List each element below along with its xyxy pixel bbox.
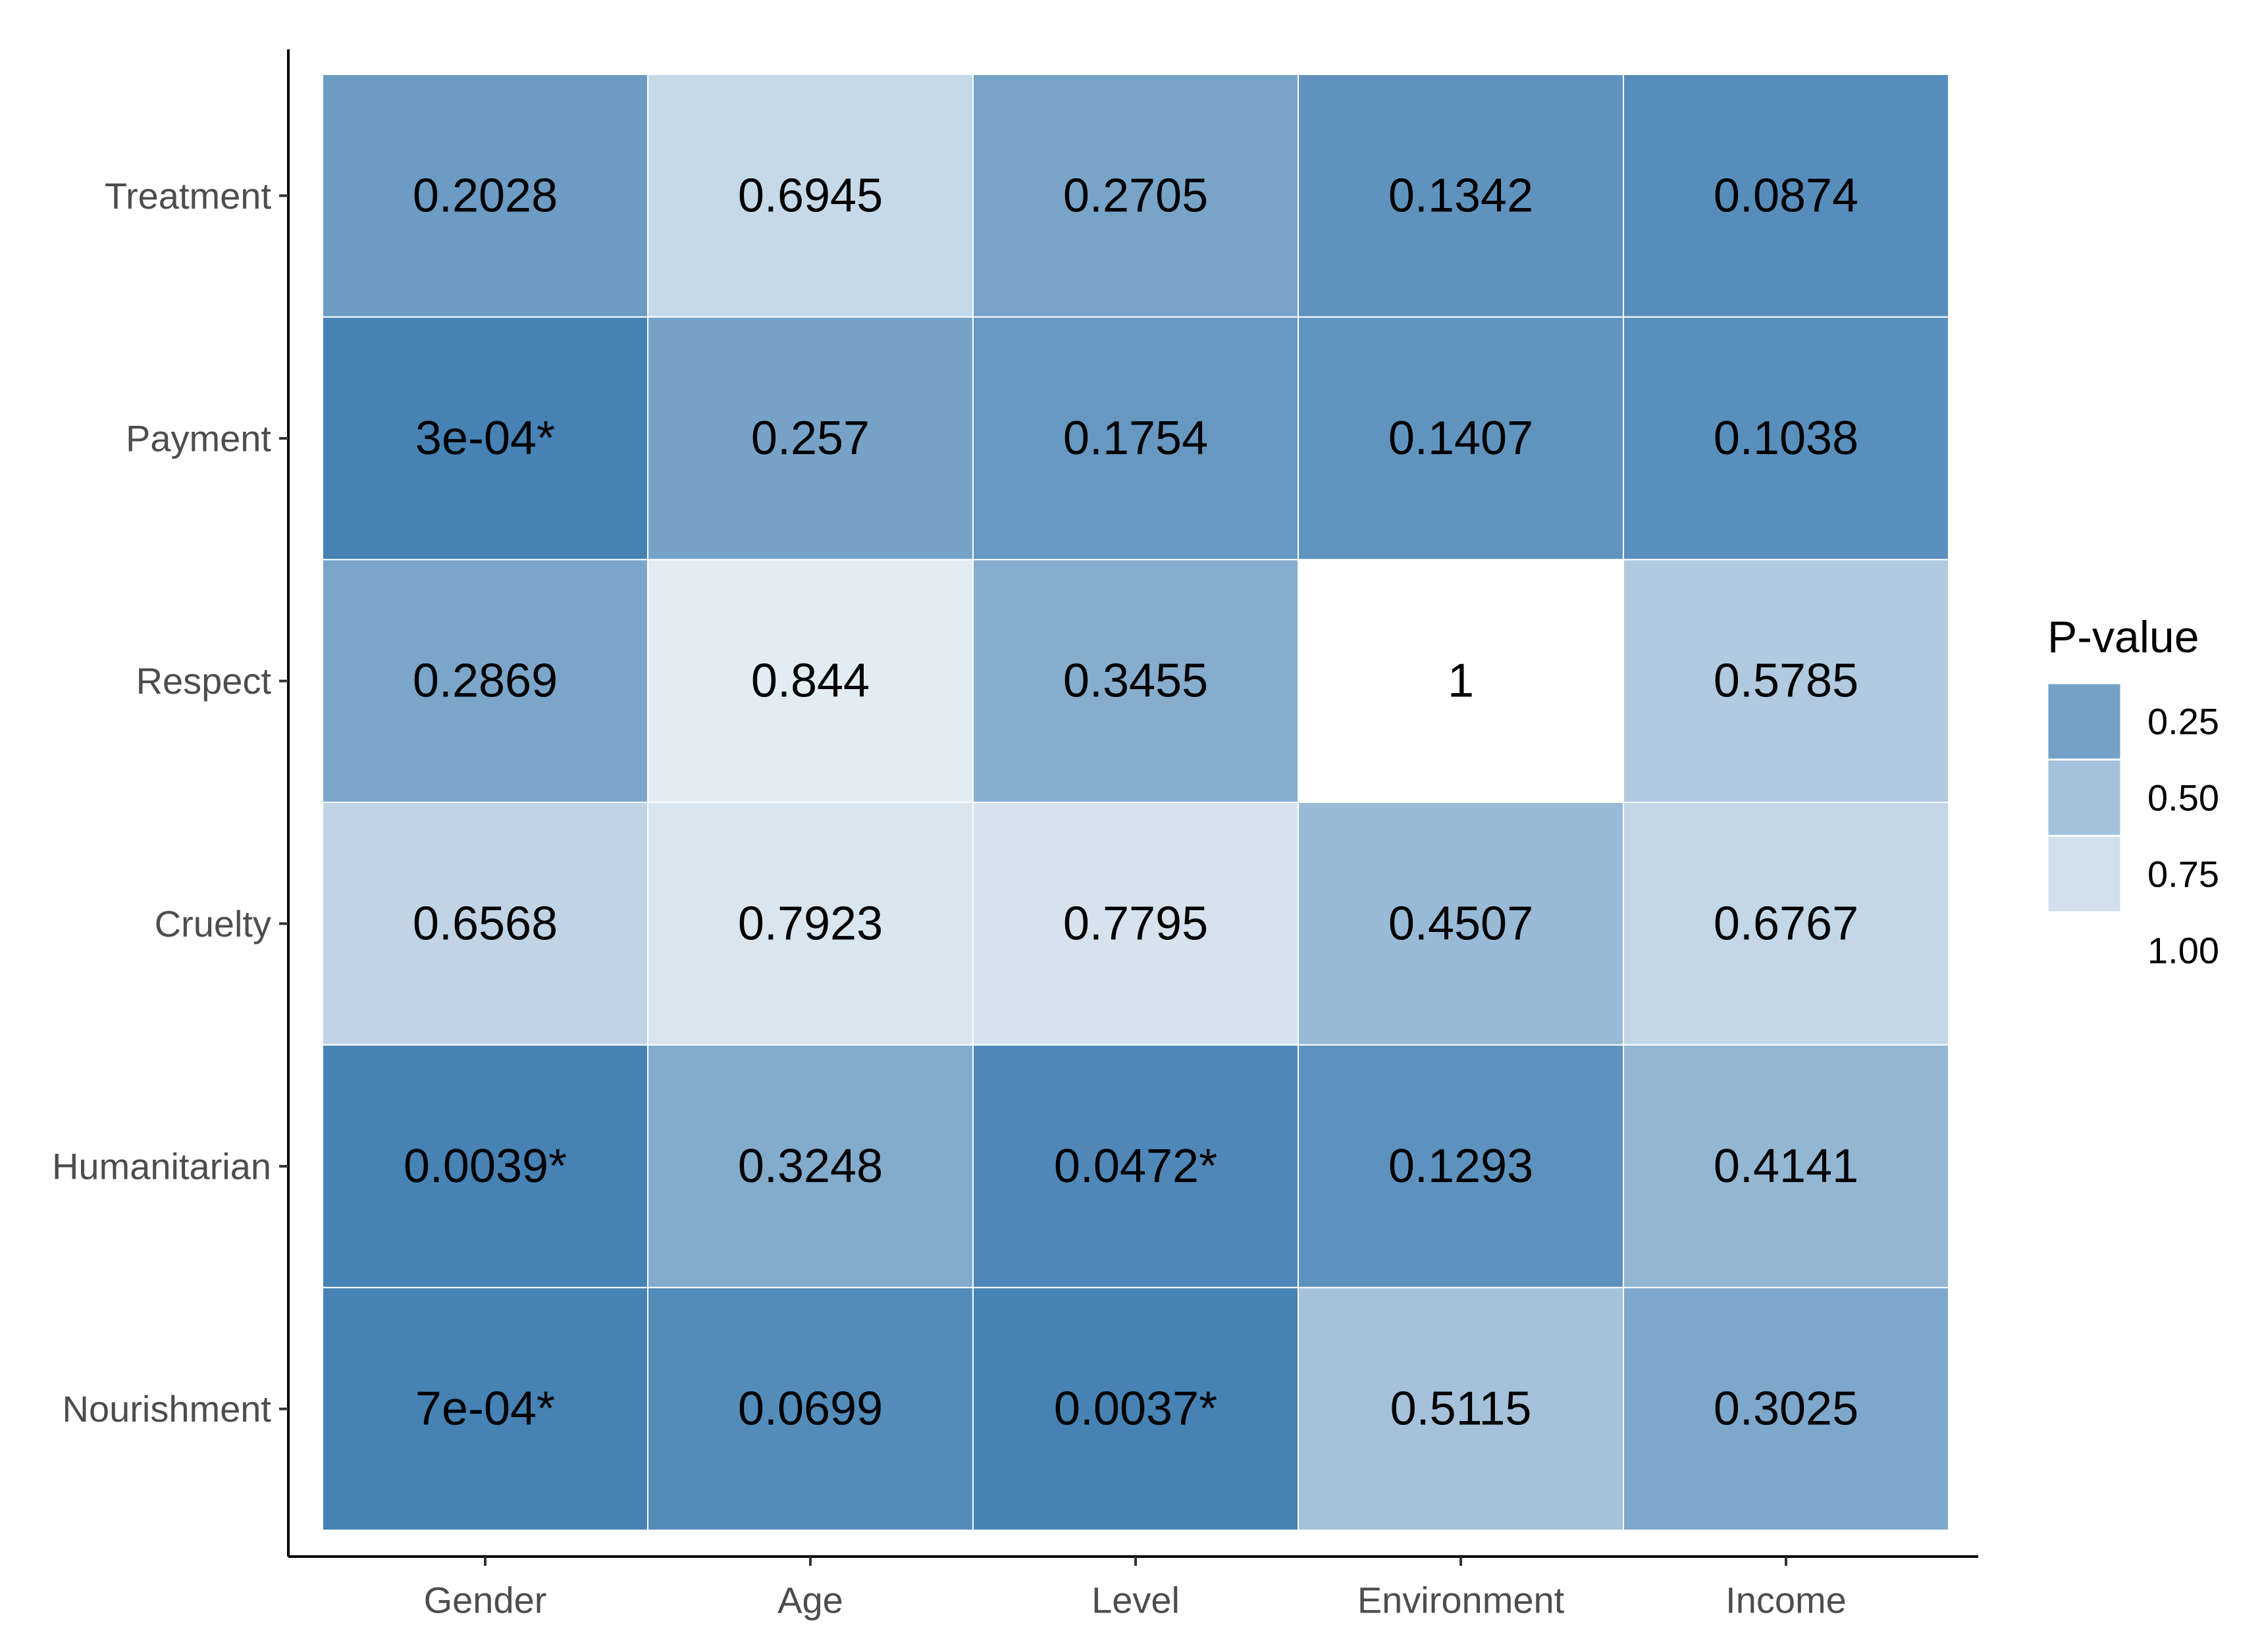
cell-value-label: 7e-04*	[415, 1383, 555, 1435]
heatmap-cell	[1298, 559, 1624, 803]
y-tick-label: Cruelty	[155, 903, 271, 944]
x-tick-label: Age	[777, 1580, 843, 1621]
cell-value-label: 0.0472*	[1054, 1140, 1217, 1193]
cell-value-label: 0.4507	[1388, 897, 1533, 950]
cell-value-label: 0.2705	[1063, 169, 1208, 222]
x-tick-label: Level	[1091, 1580, 1180, 1621]
heatmap-cell	[1623, 802, 1949, 1046]
axes: Treatment Payment Respect Cruelty Humanitari…	[52, 49, 1978, 1621]
cell-value-label: 0.1038	[1714, 412, 1858, 465]
cell-value-label: 0.1754	[1063, 412, 1208, 465]
heatmap-cell	[322, 1044, 648, 1289]
cell-value-label: 0.1293	[1388, 1140, 1533, 1193]
legend-label: 1.00	[2147, 930, 2219, 971]
cell-value-label: 1	[1448, 655, 1474, 708]
heatmap-cell	[1623, 1287, 1949, 1532]
heatmap-cell	[322, 1287, 648, 1532]
cell-value-label: 0.6767	[1714, 897, 1858, 950]
cell-value-label: 0.0699	[738, 1383, 883, 1435]
heatmap-cell	[322, 74, 648, 318]
cell-value-label: 0.6568	[413, 897, 558, 950]
y-tick-label: Respect	[136, 660, 272, 702]
y-tick-label: Humanitarian	[52, 1146, 271, 1187]
cell-value-label: 0.5115	[1390, 1383, 1532, 1435]
heatmap-cell	[647, 316, 974, 561]
cell-value-label: 0.844	[751, 655, 870, 708]
legend: P-value 0.25 0.50 0.75 1.00	[2046, 612, 2219, 990]
legend-title: P-value	[2047, 612, 2199, 662]
heatmap-cell	[972, 1044, 1299, 1289]
cell-value-label: 0.0039*	[404, 1140, 567, 1193]
cell-value-label: 0.3248	[738, 1140, 883, 1193]
legend-label: 0.50	[2147, 777, 2219, 819]
cell-value-label: 0.1407	[1388, 412, 1533, 465]
legend-label: 0.75	[2147, 854, 2219, 895]
heatmap-cell	[1623, 559, 1949, 803]
heatmap-cell	[647, 74, 974, 318]
cell-value-label: 0.7795	[1063, 897, 1208, 950]
y-tick-label: Nourishment	[63, 1388, 272, 1430]
heatmap-cell	[972, 802, 1299, 1046]
heatmap-cell	[972, 559, 1299, 803]
heatmap-cell	[647, 1044, 974, 1289]
legend-key	[2046, 758, 2122, 837]
heatmap-cell	[1298, 802, 1624, 1046]
cell-value-label: 0.2869	[413, 655, 558, 708]
y-tick-label: Treatment	[105, 175, 272, 217]
cell-value-label: 0.2028	[413, 169, 558, 222]
heatmap-cell	[1298, 74, 1624, 318]
heatmap-cell	[1298, 1287, 1624, 1532]
heatmap-cell	[1623, 1044, 1949, 1289]
legend-label: 0.25	[2147, 701, 2219, 742]
legend-key	[2046, 835, 2122, 914]
cell-value-label: 0.4141	[1714, 1140, 1858, 1193]
heatmap-cell	[1623, 74, 1949, 318]
cell-value-label: 0.6945	[738, 169, 883, 222]
cell-value-label: 3e-04*	[415, 412, 555, 465]
heatmap-cell	[972, 74, 1299, 318]
cell-value-label: 0.5785	[1714, 655, 1858, 708]
x-tick-label: Income	[1725, 1580, 1847, 1621]
cell-value-label: 0.0037*	[1054, 1383, 1217, 1435]
heatmap-cell	[647, 559, 974, 803]
heatmap-cell	[322, 802, 648, 1046]
heatmap-cell	[972, 1287, 1299, 1532]
legend-key	[2046, 911, 2122, 990]
heatmap-cell	[647, 1287, 974, 1532]
cell-value-label: 0.257	[751, 412, 870, 465]
heatmap-cells: 0.2028 0.6945 0.2705 0.1342 0.0874 3e-04* 0.25…	[322, 74, 1949, 1532]
cell-value-label: 0.7923	[738, 897, 883, 950]
y-tick-label: Payment	[126, 418, 271, 459]
cell-value-label: 0.3455	[1063, 655, 1208, 708]
legend-key	[2046, 682, 2122, 761]
heatmap-cell	[972, 316, 1299, 561]
cell-value-label: 0.1342	[1388, 169, 1533, 222]
cell-value-label: 0.3025	[1714, 1383, 1858, 1435]
heatmap-cell	[647, 802, 974, 1046]
heatmap-cell	[322, 316, 648, 561]
x-tick-label: Environment	[1357, 1580, 1565, 1621]
x-tick-label: Gender	[424, 1580, 547, 1621]
cell-value-label: 0.0874	[1714, 169, 1858, 222]
heatmap-cell	[1623, 316, 1949, 561]
